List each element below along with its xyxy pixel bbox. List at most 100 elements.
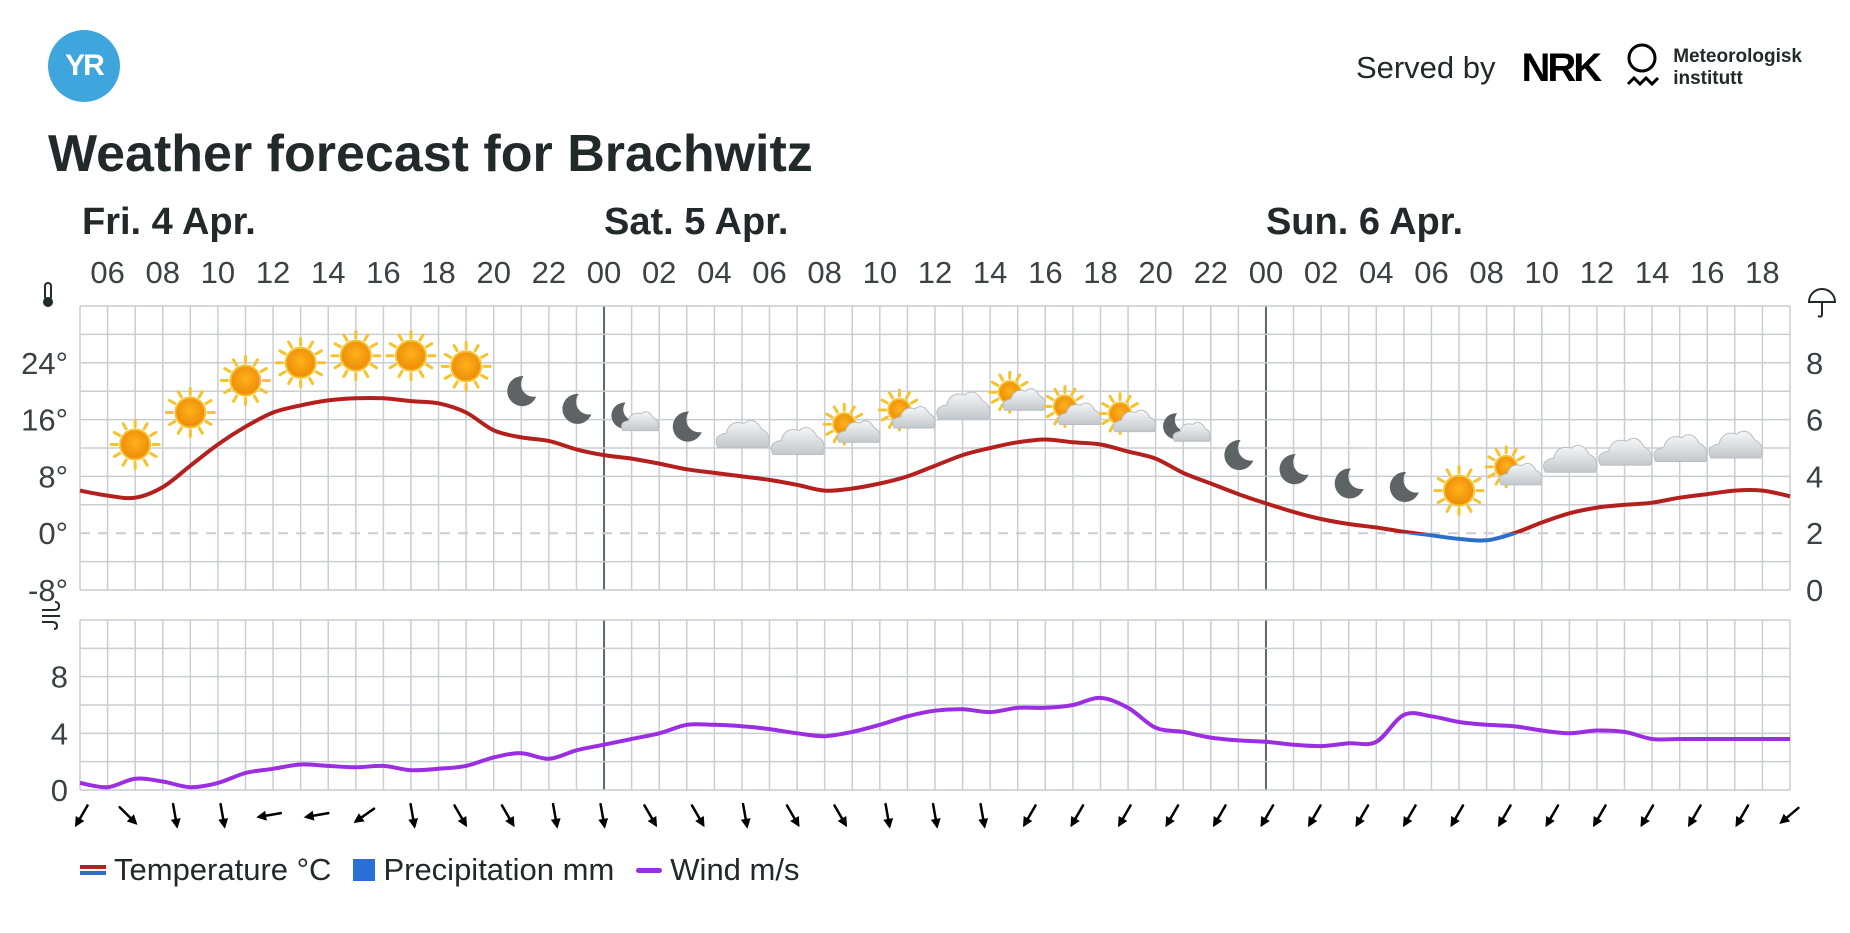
moon-icon: [1279, 454, 1309, 485]
hour-tick-label: 22: [532, 255, 566, 290]
yr-logo[interactable]: YR: [48, 30, 120, 102]
hour-tick-label: 20: [1138, 255, 1172, 290]
wind-icon: [42, 601, 61, 630]
legend-temperature-label: Temperature °C: [114, 852, 332, 887]
cloud-icon: [1708, 430, 1763, 459]
met-logo[interactable]: Meteorologisk institutt: [1625, 42, 1802, 94]
sun-disc: [339, 339, 372, 372]
wind-arrow-head: [457, 816, 467, 828]
moon-icon: [1224, 440, 1254, 471]
wind-arrow-head: [505, 816, 515, 828]
wind-arrow-head: [1688, 816, 1698, 828]
wind-icon-line: [42, 601, 61, 611]
precipitation-tick-label: 4: [1806, 459, 1823, 494]
hour-tick-label: 18: [1083, 255, 1117, 290]
sun-ray: [397, 333, 404, 342]
wind-arrow-head: [1355, 816, 1365, 828]
sun-ray: [142, 458, 149, 467]
sun-icon: [164, 387, 216, 438]
met-name-line1: Meteorologisk: [1673, 46, 1802, 67]
wind-arrow-head: [550, 818, 561, 829]
sun-ray: [1130, 402, 1139, 409]
cloud-icon: [770, 427, 825, 455]
wind-arrow-head: [1260, 816, 1270, 828]
wind-arrow-head: [1593, 816, 1603, 828]
wind-arrow: [1308, 804, 1322, 828]
sun-ray: [849, 405, 856, 414]
legend-wind-label: Wind m/s: [670, 852, 800, 887]
precipitation-tick-label: 8: [1806, 346, 1823, 381]
cloud-icon: [1172, 421, 1211, 442]
wind-arrow-head: [218, 818, 229, 829]
sun-ray: [314, 349, 323, 356]
wind-arrow-head: [170, 818, 181, 829]
sun-ray: [197, 426, 204, 435]
wind-arrow: [1165, 804, 1180, 828]
legend-precipitation[interactable]: Precipitation mm: [353, 852, 614, 888]
sun-ray: [1466, 468, 1473, 477]
moon-icon: [1224, 440, 1254, 471]
temperature-tick-label: 24°: [21, 346, 68, 381]
sun-ray: [854, 412, 864, 419]
sun-icon: [164, 387, 216, 438]
sun-icon: [385, 330, 437, 382]
wind-arrow: [978, 802, 989, 829]
hour-tick-label: 00: [1249, 255, 1283, 290]
temperature-tick-label: 16°: [21, 403, 68, 438]
sun-disc: [174, 396, 207, 429]
precipitation-swatch: [353, 859, 376, 881]
hour-tick-label: 06: [90, 255, 124, 290]
wind-arrow-head: [75, 816, 85, 828]
sun-ray: [397, 369, 404, 378]
hour-tick-label: 22: [1194, 255, 1228, 290]
sun-ray: [425, 363, 434, 370]
wind-arrow: [170, 802, 181, 829]
sun-ray: [168, 420, 177, 426]
sun-ray: [149, 430, 158, 437]
legend-temperature[interactable]: Temperature °C: [80, 852, 331, 888]
sun-ray: [1070, 387, 1077, 396]
sun-ray: [176, 390, 183, 399]
sun-ray: [418, 369, 425, 378]
hour-tick-label: 10: [1525, 255, 1559, 290]
precipitation-tick-label: 0: [1806, 573, 1823, 608]
wind-arrow: [500, 804, 515, 828]
series: [79, 395, 1791, 790]
sun-icon: [330, 330, 382, 382]
hour-tick-label: 16: [366, 255, 400, 290]
sun-ray: [223, 388, 232, 395]
met-circle-icon: [1627, 43, 1660, 87]
wind-arrow: [218, 802, 229, 829]
wind-arrow-head: [978, 818, 989, 829]
wind-arrow: [1355, 804, 1370, 828]
sun-ray: [880, 398, 889, 405]
hour-tick-label: 04: [697, 255, 731, 290]
wind-arrow: [785, 804, 800, 828]
sun-icon: [440, 340, 492, 392]
wind-arrow-head: [598, 818, 609, 829]
cloud-icon: [936, 391, 991, 420]
wind-arrow-head: [1779, 813, 1791, 824]
nrk-logo[interactable]: NRK: [1521, 45, 1603, 90]
wind-arrow: [690, 804, 705, 828]
hour-tick-label: 16: [1028, 255, 1062, 290]
wind-arrow-head: [353, 813, 365, 823]
sun-ray: [142, 422, 149, 431]
sun-icon: [440, 340, 492, 392]
mooncloud-icon: [1163, 413, 1211, 442]
wind-arrow-head: [1165, 816, 1175, 828]
wind-icon-line: [42, 621, 59, 630]
legend-wind[interactable]: Wind m/s: [636, 852, 799, 888]
sun-ray: [480, 373, 489, 380]
legend-precipitation-label: Precipitation mm: [383, 852, 615, 887]
sun-ray: [149, 451, 158, 458]
sun-ray: [887, 391, 894, 400]
sun-icon: [219, 355, 271, 407]
cloud-icon: [1543, 444, 1597, 473]
sun-ray: [1125, 394, 1132, 403]
sun-ray: [259, 367, 268, 374]
wind-line: [79, 695, 1790, 790]
wind-tick-label: 8: [51, 660, 68, 695]
sun-ray: [1046, 412, 1055, 418]
sun-ray: [204, 399, 213, 405]
